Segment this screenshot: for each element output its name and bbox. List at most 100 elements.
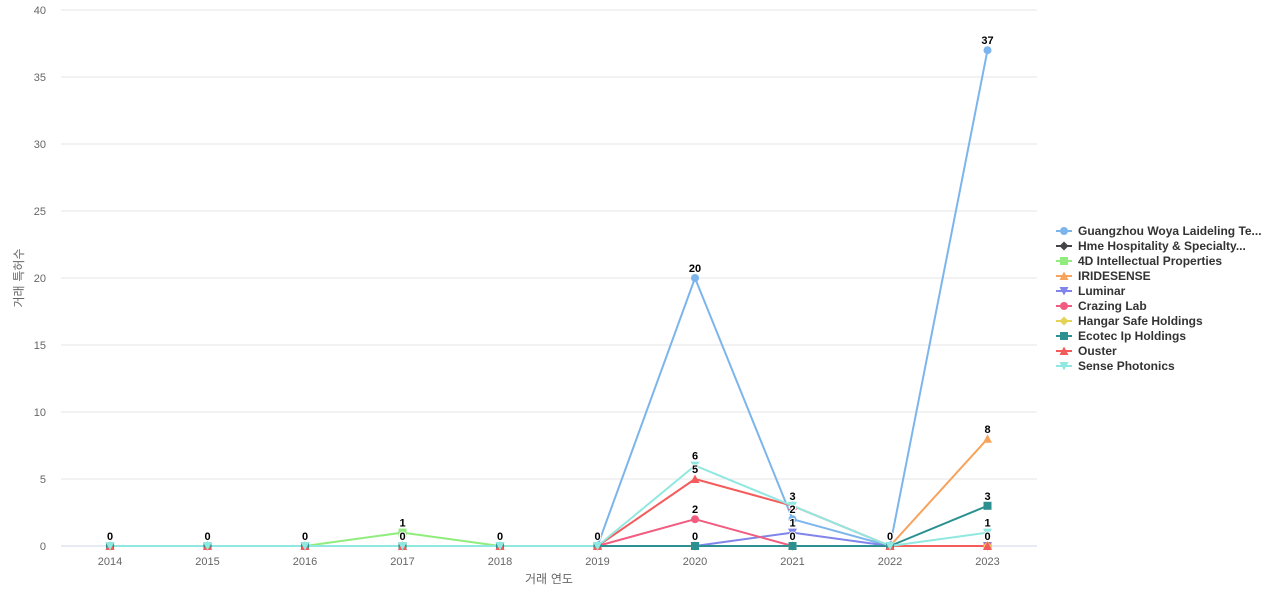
data-label: 0 xyxy=(984,531,990,543)
legend-item[interactable]: Crazing Lab xyxy=(1056,298,1276,313)
y-tick-label: 25 xyxy=(34,206,46,218)
data-point xyxy=(1059,286,1069,295)
x-tick-label: 2022 xyxy=(878,556,902,568)
data-point xyxy=(1060,301,1068,310)
x-tick-label: 2017 xyxy=(390,556,414,568)
data-point xyxy=(983,434,992,443)
y-tick-label: 20 xyxy=(34,273,46,285)
data-label: 0 xyxy=(789,531,795,543)
y-tick-label: 0 xyxy=(40,541,46,553)
legend-item[interactable]: IRIDESENSE xyxy=(1056,268,1276,283)
legend-label: IRIDESENSE xyxy=(1078,268,1151,283)
data-label: 37 xyxy=(981,35,993,47)
data-point xyxy=(690,474,700,483)
data-point xyxy=(885,542,895,551)
legend-symbol-icon xyxy=(1056,316,1072,325)
legend-symbol-icon xyxy=(1056,301,1072,310)
x-tick-labels: 2014 2015 2016 2017 2018 2019 2020 2021 2022 2023 xyxy=(98,556,1000,568)
legend-label: Crazing Lab xyxy=(1078,298,1147,313)
data-point xyxy=(788,542,797,550)
data-point xyxy=(691,515,699,524)
data-label: 1 xyxy=(399,518,405,530)
x-tick-label: 2019 xyxy=(585,556,609,568)
data-point xyxy=(1059,271,1069,280)
series-line xyxy=(110,438,989,547)
legend-symbol-icon xyxy=(1056,256,1072,265)
data-label: 0 xyxy=(107,531,113,543)
data-label: 2 xyxy=(692,504,698,516)
data-label: 0 xyxy=(594,531,600,543)
data-point xyxy=(300,542,310,551)
x-tick-label: 2023 xyxy=(975,556,999,568)
legend-item[interactable]: Guangzhou Woya Laideling Te... xyxy=(1056,223,1276,238)
legend-item[interactable]: Hme Hospitality & Specialty... xyxy=(1056,238,1276,253)
y-tick-label: 10 xyxy=(34,407,46,419)
data-point xyxy=(203,542,212,551)
legend-symbol-icon xyxy=(1056,346,1072,355)
data-label: 0 xyxy=(204,531,210,543)
legend-symbol-icon xyxy=(1056,361,1072,370)
legend-item[interactable]: Hangar Safe Holdings xyxy=(1056,313,1276,328)
series-line xyxy=(110,464,988,547)
data-point xyxy=(593,542,602,551)
data-point xyxy=(1059,346,1069,355)
x-tick-label: 2020 xyxy=(683,556,707,568)
data-label: 8 xyxy=(984,424,990,436)
series-lines xyxy=(105,46,992,551)
data-label: 0 xyxy=(497,531,503,543)
data-label: 1 xyxy=(984,518,990,530)
x-tick-label: 2016 xyxy=(293,556,317,568)
data-point xyxy=(691,274,699,282)
data-point xyxy=(983,528,992,538)
series-line xyxy=(110,531,988,547)
data-point xyxy=(691,542,699,550)
data-label: 3 xyxy=(789,491,795,503)
x-tick-label: 2014 xyxy=(98,556,122,568)
data-point xyxy=(788,515,797,524)
data-label: 0 xyxy=(887,531,893,543)
legend-symbol-icon xyxy=(1056,226,1072,235)
data-point xyxy=(1059,316,1069,325)
series-line xyxy=(110,504,988,547)
data-label: 5 xyxy=(692,464,698,476)
legend-item[interactable]: Sense Photonics xyxy=(1056,358,1276,373)
legend-symbol-icon xyxy=(1056,331,1072,340)
data-point xyxy=(495,542,505,551)
grid-lines xyxy=(61,9,1037,547)
legend-label: Luminar xyxy=(1078,283,1126,298)
series-line xyxy=(110,531,988,547)
legend-item[interactable]: 4D Intellectual Properties xyxy=(1056,253,1276,268)
data-label: 1 xyxy=(789,518,795,530)
data-label: 3 xyxy=(984,491,990,503)
x-tick-label: 2015 xyxy=(195,556,219,568)
x-tick-label: 2018 xyxy=(488,556,512,568)
data-point xyxy=(1060,256,1068,265)
data-point xyxy=(1060,331,1068,340)
data-label: 20 xyxy=(689,263,701,275)
data-point xyxy=(983,46,992,55)
y-tick-label: 40 xyxy=(34,5,46,17)
data-point xyxy=(398,528,407,537)
data-point xyxy=(690,461,700,471)
legend-label: Hangar Safe Holdings xyxy=(1078,313,1203,328)
data-label: 2 xyxy=(789,504,795,516)
data-point xyxy=(983,541,992,550)
legend-item[interactable]: Luminar xyxy=(1056,283,1276,298)
x-axis-title: 거래 연도 xyxy=(525,572,573,586)
legend-item[interactable]: Ecotec Ip Holdings xyxy=(1056,328,1276,343)
data-point xyxy=(983,501,992,510)
y-axis-title: 거래 특허수 xyxy=(12,248,26,307)
legend-symbol-icon xyxy=(1056,241,1072,250)
legend-item[interactable]: Ouster xyxy=(1056,343,1276,358)
data-point xyxy=(1060,226,1068,235)
data-label: 0 xyxy=(399,531,405,543)
legend-symbol-icon xyxy=(1056,286,1072,295)
y-tick-label: 5 xyxy=(40,474,46,486)
y-tick-labels: 0 5 10 15 20 25 30 35 40 xyxy=(34,5,46,553)
data-point xyxy=(105,542,115,551)
data-point xyxy=(398,542,407,551)
chart-legend: Guangzhou Woya Laideling Te... Hme Hospit… xyxy=(1056,223,1276,373)
data-label: 0 xyxy=(302,531,308,543)
data-point xyxy=(788,528,797,538)
